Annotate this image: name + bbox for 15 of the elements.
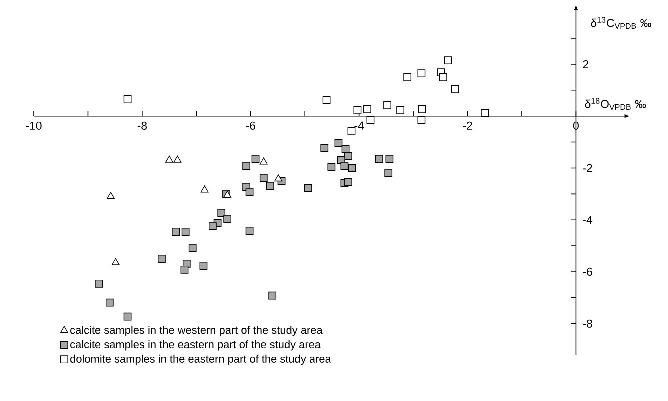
x-axis-title: δ$^{18}$O$_{VPDB}$ ‰ <box>585 98 646 110</box>
y-tick-label: -6 <box>583 268 592 276</box>
x-tick-label: -4 <box>354 122 364 130</box>
y-tick-label: -2 <box>583 164 592 172</box>
legend-label: calcite samples in the eastern part of the study area <box>70 340 321 351</box>
x-tick-label: -10 <box>26 122 42 130</box>
y-tick-label: 2 <box>583 60 589 68</box>
x-tick-label: -6 <box>246 122 256 130</box>
legend-label: calcite samples in the western part of the study area <box>70 326 323 336</box>
x-tick-label: -2 <box>463 122 472 130</box>
y-axis-title: δ$^{13}$C$_{VPDB}$ ‰ <box>591 17 652 29</box>
y-tick-label: -8 <box>583 320 592 328</box>
x-tick-label: -8 <box>138 122 148 130</box>
legend-label: dolomite samples in the eastern part of the study area <box>70 354 332 366</box>
y-tick-label: -4 <box>583 216 593 224</box>
